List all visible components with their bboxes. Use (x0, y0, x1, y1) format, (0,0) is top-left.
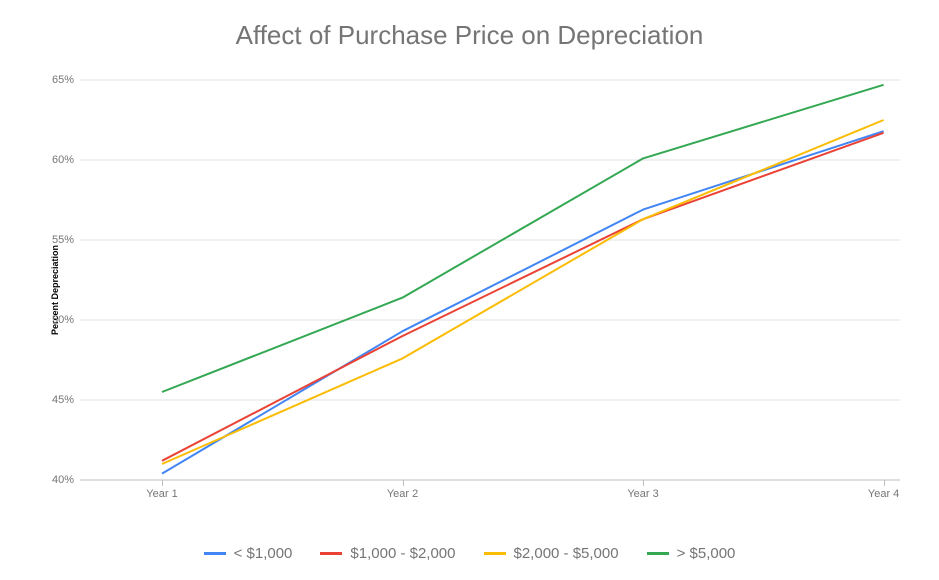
legend-swatch (320, 552, 342, 555)
y-tick-label: 65% (52, 74, 74, 86)
series-line (162, 85, 884, 392)
x-tick-mark (403, 480, 404, 486)
legend-item: > $5,000 (647, 545, 736, 562)
y-tick-label: 40% (52, 474, 74, 486)
legend-label: $2,000 - $5,000 (514, 545, 619, 562)
y-tick-label: 60% (52, 154, 74, 166)
x-tick-label: Year 1 (146, 488, 177, 500)
x-tick-mark (884, 480, 885, 486)
plot-area: 40%45%50%55%60%65%Year 1Year 2Year 3Year… (80, 80, 900, 480)
legend-item: $1,000 - $2,000 (320, 545, 455, 562)
legend-label: < $1,000 (234, 545, 293, 562)
legend-swatch (484, 552, 506, 555)
chart-svg (80, 80, 900, 480)
legend: < $1,000 $1,000 - $2,000 $2,000 - $5,000 > … (0, 545, 939, 562)
x-tick-mark (162, 480, 163, 486)
legend-item: < $1,000 (204, 545, 293, 562)
x-tick-mark (643, 480, 644, 486)
x-tick-label: Year 4 (868, 488, 899, 500)
y-tick-label: 50% (52, 314, 74, 326)
series-line (162, 133, 884, 461)
y-tick-label: 45% (52, 394, 74, 406)
chart-title: Affect of Purchase Price on Depreciation (0, 20, 939, 51)
legend-label: > $5,000 (677, 545, 736, 562)
depreciation-chart: Affect of Purchase Price on Depreciation… (0, 0, 939, 580)
x-tick-label: Year 2 (387, 488, 418, 500)
x-tick-label: Year 3 (627, 488, 658, 500)
legend-item: $2,000 - $5,000 (484, 545, 619, 562)
y-tick-label: 55% (52, 234, 74, 246)
legend-swatch (647, 552, 669, 555)
series-line (162, 131, 884, 473)
legend-swatch (204, 552, 226, 555)
legend-label: $1,000 - $2,000 (350, 545, 455, 562)
